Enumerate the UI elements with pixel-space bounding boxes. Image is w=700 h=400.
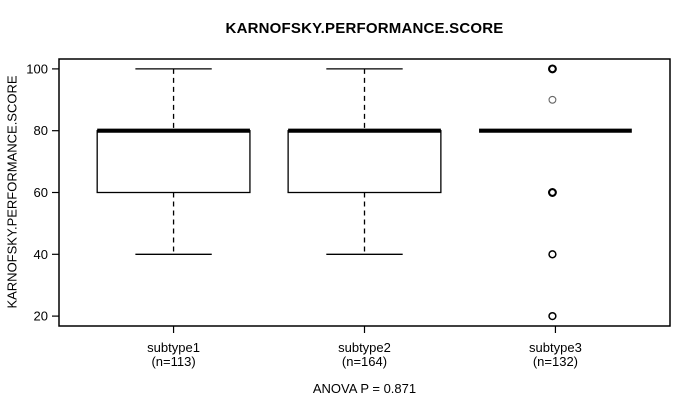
group-label: subtype1: [147, 340, 200, 355]
y-tick-label: 60: [34, 185, 48, 200]
outlier-point: [548, 311, 557, 321]
group-sublabel: (n=132): [533, 354, 578, 369]
anova-annotation: ANOVA P = 0.871: [312, 381, 417, 396]
group-label: subtype2: [338, 340, 391, 355]
y-tick-label: 40: [34, 247, 48, 262]
y-tick-label: 80: [34, 123, 48, 138]
iqr-box: [96, 130, 251, 194]
group-label: subtype3: [529, 340, 582, 355]
chart-title: KARNOFSKY.PERFORMANCE.SCORE: [225, 20, 504, 37]
outlier-point: [547, 64, 557, 74]
y-tick-label: 20: [34, 309, 48, 324]
y-tick-label: 100: [26, 61, 48, 76]
group-sublabel: (n=113): [151, 354, 195, 369]
outlier-point: [548, 250, 557, 259]
outlier-point: [547, 188, 557, 197]
outlier-point: [548, 95, 557, 104]
group-sublabel: (n=164): [342, 354, 387, 369]
iqr-box: [287, 130, 442, 194]
